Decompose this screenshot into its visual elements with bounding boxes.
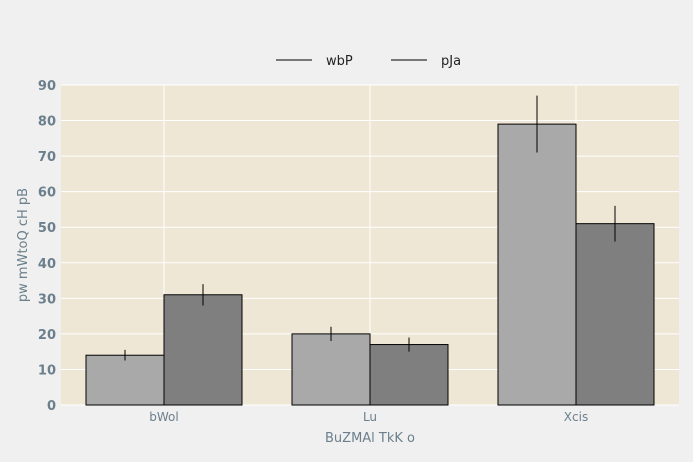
legend-label-1: pJa [441,54,461,69]
x-tick-label: Xcis [564,410,588,424]
legend: wbP pJa [276,54,461,69]
y-tick-label: 30 [38,292,56,307]
bar-0-0 [85,354,165,406]
legend-label-0: wbP [326,54,353,69]
error-bars [124,95,616,361]
bar-1-2 [575,223,655,406]
x-tick-label: bWol [149,410,178,424]
y-tick-label: 40 [38,257,56,272]
y-tick-label: 50 [38,221,56,236]
x-axis-label: BuZMAl TkK o [325,431,415,446]
y-axis-label: pw mWtoQ cH pB [16,188,31,302]
y-tick-label: 80 [38,115,56,130]
bar-1-0 [163,294,243,406]
y-tick-label: 20 [38,328,56,343]
y-tick-label: 90 [38,79,56,94]
y-tick-label: 0 [47,399,56,414]
bar-0-2 [497,123,577,406]
bar-1-1 [369,344,449,406]
axes: 0 10 20 30 40 50 60 70 80 90 bWol Lu Xcis [38,79,588,424]
y-tick-label: 60 [38,186,56,201]
y-tick-label: 70 [38,150,56,165]
y-tick-label: 10 [38,363,56,378]
x-tick-label: Lu [363,410,377,424]
bar-0-1 [291,333,371,406]
